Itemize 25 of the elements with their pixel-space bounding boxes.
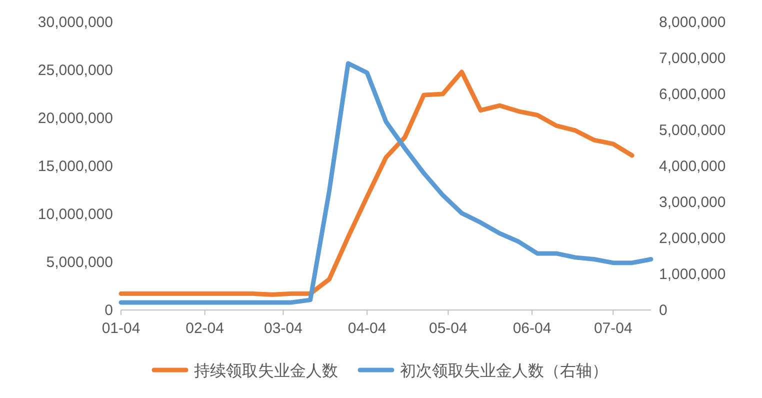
y2-tick-label: 2,000,000 [659,230,726,247]
x-tick-label: 07-04 [594,320,632,337]
y-tick-label: 10,000,000 [38,206,113,223]
y-tick-label: 20,000,000 [38,110,113,127]
x-tick-label: 05-04 [429,320,468,337]
y-tick-label: 30,000,000 [38,14,113,31]
y2-tick-label: 8,000,000 [659,14,726,31]
y2-tick-label: 6,000,000 [659,86,726,103]
x-tick-label: 06-04 [512,320,552,337]
y2-tick-label: 4,000,000 [659,158,726,175]
y-tick-label: 25,000,000 [38,62,113,79]
y2-tick-label: 7,000,000 [659,50,726,67]
y-tick-label: 0 [104,302,113,319]
legend-label: 初次领取失业金人数（右轴） [400,362,608,380]
y-tick-label: 15,000,000 [38,158,113,175]
y-tick-label: 5,000,000 [46,254,113,271]
y2-tick-label: 5,000,000 [659,122,726,139]
legend-label: 持续领取失业金人数 [194,362,338,380]
x-tick-label: 02-04 [186,320,224,337]
y2-tick-label: 0 [659,302,668,319]
y2-tick-label: 3,000,000 [659,194,726,211]
x-tick-label: 01-04 [102,320,140,337]
y2-tick-label: 1,000,000 [659,266,726,283]
x-tick-label: 03-04 [264,320,302,337]
x-tick-label: 04-04 [348,320,386,337]
